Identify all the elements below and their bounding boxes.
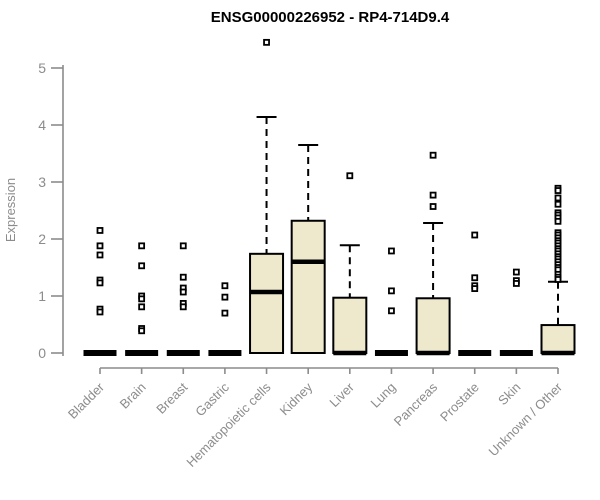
- y-tick-label: 1: [38, 288, 46, 304]
- outlier-point-brain: [138, 327, 146, 335]
- outlier-point-lung: [388, 287, 395, 295]
- outlier-point-unknown-other: [554, 276, 562, 283]
- outlier-point-prostate: [471, 231, 479, 239]
- outlier-point-bladder: [96, 308, 104, 316]
- x-category-label-pancreas: Pancreas: [391, 379, 441, 429]
- outlier-point-bladder: [96, 251, 104, 259]
- box-liver: [332, 296, 368, 354]
- x-category-label-brain: Brain: [117, 380, 149, 412]
- box-collapsed-breast: [166, 350, 200, 356]
- outlier-point-liver: [346, 172, 354, 180]
- chart-title: ENSG00000226952 - RP4-714D9.4: [211, 9, 450, 26]
- y-tick-label: 0: [38, 345, 46, 361]
- outlier-point-lung: [388, 247, 395, 255]
- outlier-point-gastric: [221, 309, 229, 317]
- y-tick-label: 3: [38, 174, 46, 190]
- outlier-point-breast: [179, 273, 187, 281]
- outlier-point-bladder: [96, 242, 104, 250]
- y-tick-label: 5: [38, 60, 46, 76]
- box-kidney: [290, 219, 326, 354]
- x-category-label-kidney: Kidney: [277, 379, 316, 418]
- outlier-point-breast: [179, 288, 187, 296]
- outlier-point-pancreas: [429, 151, 437, 159]
- y-tick-label: 4: [38, 117, 46, 133]
- box-pancreas: [415, 297, 451, 354]
- outlier-point-brain: [138, 303, 146, 311]
- outlier-point-hematopoietic-cells: [263, 38, 270, 46]
- box-collapsed-prostate: [458, 350, 492, 356]
- outlier-point-bladder: [96, 227, 104, 234]
- outlier-point-skin: [512, 268, 520, 276]
- x-category-label-prostate: Prostate: [437, 380, 482, 425]
- outlier-point-skin: [512, 280, 520, 287]
- y-axis-label: Expression: [3, 178, 18, 242]
- outlier-point-lung: [388, 307, 395, 315]
- outlier-point-gastric: [221, 282, 229, 290]
- outlier-point-breast: [179, 242, 187, 250]
- box-collapsed-gastric: [208, 350, 242, 356]
- y-tick-label: 2: [38, 231, 46, 247]
- box-unknown-other: [540, 324, 576, 355]
- outlier-point-prostate: [471, 285, 479, 292]
- outlier-point-pancreas: [429, 191, 437, 199]
- box-collapsed-lung: [374, 350, 408, 356]
- x-category-label-liver: Liver: [326, 379, 357, 410]
- x-category-label-bladder: Bladder: [65, 379, 108, 422]
- x-category-label-skin: Skin: [495, 380, 523, 408]
- outlier-point-unknown-other: [554, 194, 562, 202]
- outlier-point-unknown-other: [554, 187, 562, 194]
- outlier-point-breast: [179, 303, 187, 311]
- outlier-point-unknown-other: [554, 217, 562, 225]
- box-collapsed-skin: [499, 350, 533, 356]
- box-collapsed-bladder: [83, 350, 117, 356]
- outlier-point-unknown-other: [554, 200, 562, 208]
- x-category-label-gastric: Gastric: [192, 379, 232, 419]
- outlier-point-brain: [138, 262, 146, 270]
- x-category-label-lung: Lung: [368, 380, 399, 411]
- x-category-label-unknown-other: Unknown / Other: [486, 379, 566, 459]
- outlier-point-brain: [138, 242, 146, 250]
- outlier-point-bladder: [96, 279, 104, 287]
- outlier-point-prostate: [471, 274, 479, 282]
- outlier-point-pancreas: [429, 203, 437, 210]
- x-category-label-breast: Breast: [153, 379, 190, 416]
- outlier-point-gastric: [221, 293, 229, 301]
- box-collapsed-brain: [125, 350, 159, 356]
- outlier-point-brain: [138, 295, 146, 303]
- box-hematopoietic-cells: [249, 252, 285, 355]
